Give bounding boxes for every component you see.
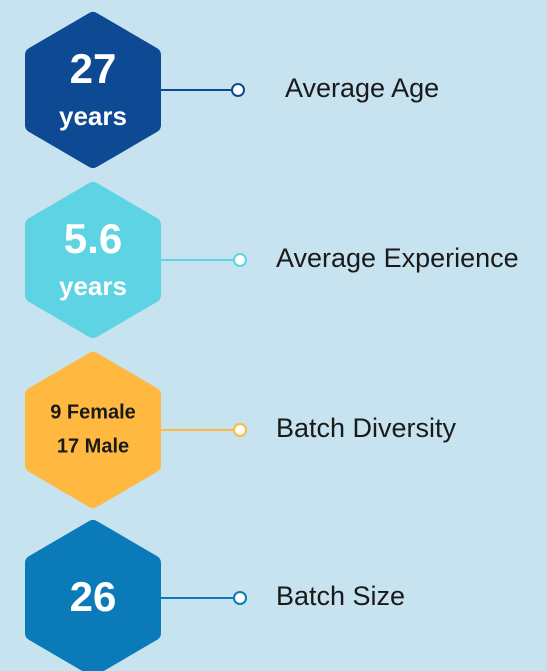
connector-dot bbox=[233, 253, 247, 267]
hexagon-text: years bbox=[59, 271, 127, 301]
hexagon-text: years bbox=[59, 101, 127, 131]
item-label: Batch Diversity bbox=[276, 413, 457, 443]
hexagon bbox=[25, 182, 161, 338]
hexagon bbox=[25, 520, 161, 671]
item-label: Average Age bbox=[285, 73, 439, 103]
item-label: Batch Size bbox=[276, 581, 405, 611]
item-label: Average Experience bbox=[276, 243, 519, 273]
connector-dot bbox=[233, 591, 247, 605]
hexagon-text: 5.6 bbox=[64, 215, 122, 262]
hexagon bbox=[25, 12, 161, 168]
connector-dot bbox=[233, 423, 247, 437]
hexagon-text: 27 bbox=[70, 45, 117, 92]
hexagon-text: 26 bbox=[70, 573, 117, 620]
hexagon bbox=[25, 352, 161, 508]
connector-dot bbox=[231, 83, 245, 97]
hexagon-text: 9 Female bbox=[50, 401, 136, 423]
hexagon-text: 17 Male bbox=[57, 435, 129, 457]
